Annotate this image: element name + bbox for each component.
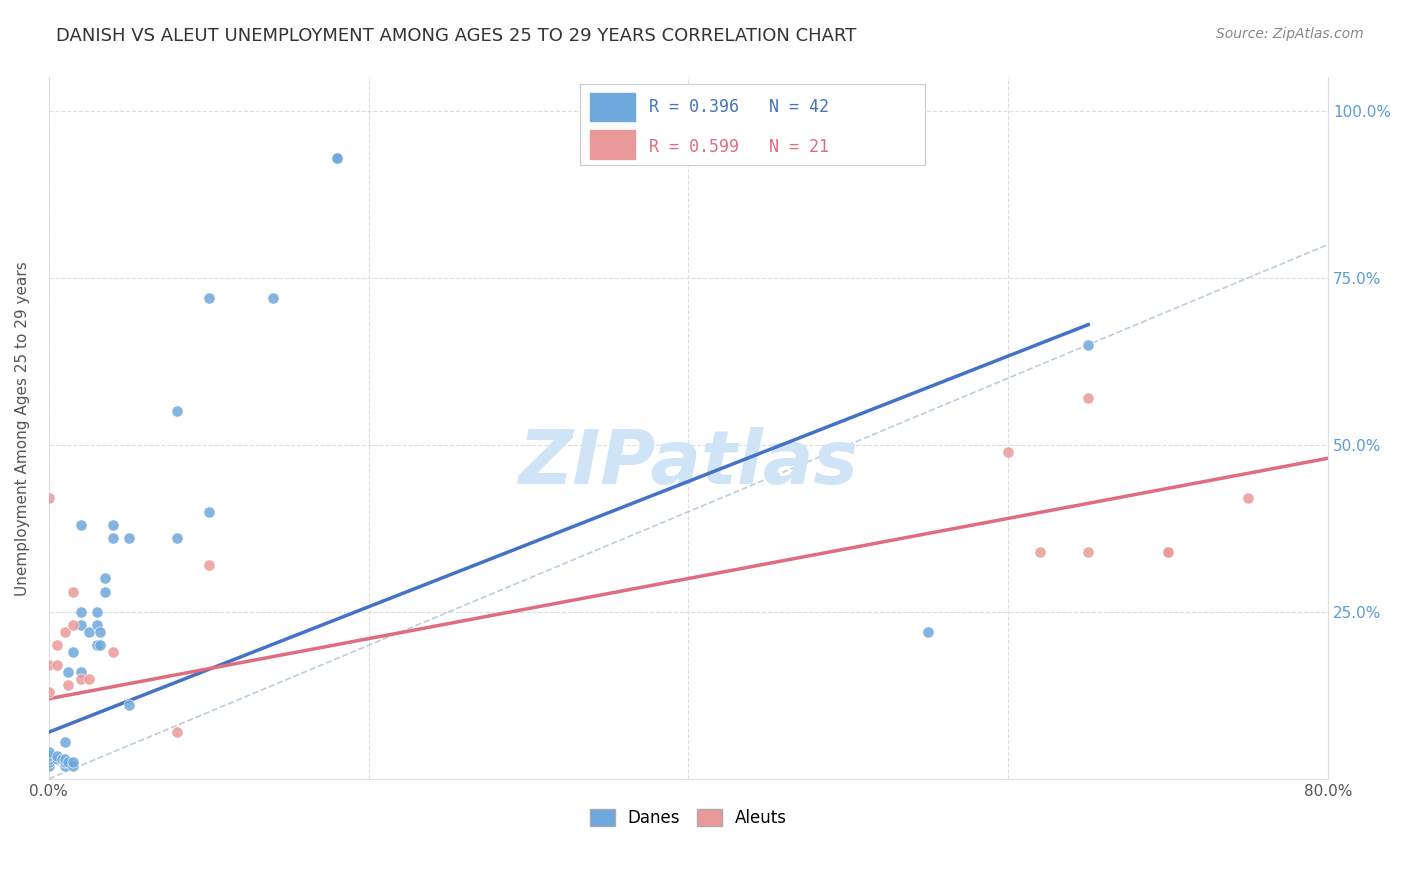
Point <box>93 572 115 586</box>
Point <box>86 618 108 632</box>
Point <box>62 618 84 632</box>
Point <box>1029 545 1052 559</box>
Point <box>51 752 73 766</box>
Point <box>53 758 76 772</box>
Point <box>69 665 91 679</box>
Legend: Danes, Aleuts: Danes, Aleuts <box>583 802 794 834</box>
Point <box>38 685 60 699</box>
Point <box>197 558 219 573</box>
Point <box>38 658 60 673</box>
Point <box>53 735 76 749</box>
Text: ZIPatlas: ZIPatlas <box>519 426 859 500</box>
Point <box>53 752 76 766</box>
Point <box>93 585 115 599</box>
Point <box>1077 391 1099 405</box>
Point <box>917 624 939 639</box>
Point <box>166 404 188 418</box>
Point <box>1157 545 1180 559</box>
Point <box>38 748 60 763</box>
Point <box>197 505 219 519</box>
Point <box>62 645 84 659</box>
Point <box>45 748 67 763</box>
Point <box>45 638 67 652</box>
Point <box>69 672 91 686</box>
Point <box>166 725 188 739</box>
Point <box>118 532 141 546</box>
Point <box>86 638 108 652</box>
Y-axis label: Unemployment Among Ages 25 to 29 years: Unemployment Among Ages 25 to 29 years <box>15 260 30 596</box>
Point <box>38 756 60 770</box>
Point <box>89 624 111 639</box>
Point <box>62 758 84 772</box>
Point <box>62 585 84 599</box>
Point <box>101 532 124 546</box>
Point <box>1237 491 1260 506</box>
Point <box>69 518 91 533</box>
Point <box>997 444 1019 458</box>
Point <box>118 698 141 713</box>
Point <box>262 291 284 305</box>
Point <box>325 151 347 165</box>
Point <box>86 605 108 619</box>
Point <box>56 678 79 692</box>
Point <box>77 672 100 686</box>
Text: DANISH VS ALEUT UNEMPLOYMENT AMONG AGES 25 TO 29 YEARS CORRELATION CHART: DANISH VS ALEUT UNEMPLOYMENT AMONG AGES … <box>56 27 856 45</box>
Point <box>1157 545 1180 559</box>
Point <box>53 624 76 639</box>
Point <box>197 291 219 305</box>
Point <box>38 745 60 759</box>
Point <box>38 758 60 772</box>
Point <box>101 645 124 659</box>
Point <box>1077 337 1099 351</box>
Point <box>38 752 60 766</box>
Point <box>166 532 188 546</box>
Point <box>1077 545 1099 559</box>
Text: Source: ZipAtlas.com: Source: ZipAtlas.com <box>1216 27 1364 41</box>
Point <box>53 756 76 770</box>
Point <box>45 752 67 766</box>
Point <box>56 665 79 679</box>
Point <box>69 618 91 632</box>
Point <box>77 624 100 639</box>
Point <box>38 491 60 506</box>
Point <box>62 756 84 770</box>
Point <box>69 605 91 619</box>
Point <box>89 638 111 652</box>
Point <box>325 151 347 165</box>
Point <box>45 658 67 673</box>
Point <box>101 518 124 533</box>
Point <box>56 756 79 770</box>
